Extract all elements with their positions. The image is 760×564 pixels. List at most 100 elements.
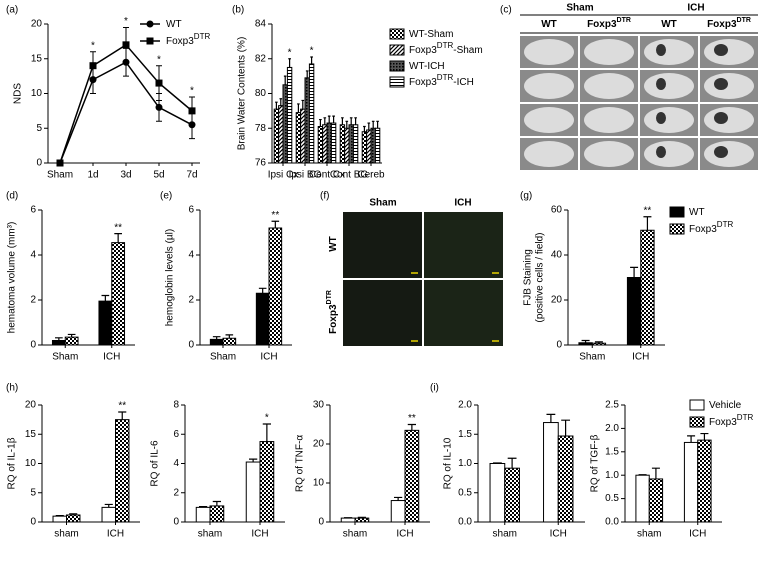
- y-tick-label: 2.0: [458, 400, 472, 411]
- y-axis-title: RQ of IL-1β: [7, 437, 18, 489]
- y-tick-label: 20: [31, 19, 43, 30]
- panel-label: (h): [6, 383, 18, 394]
- column-header-part: WT: [541, 19, 557, 30]
- bar: [339, 124, 346, 164]
- legend-label-part: DTR: [194, 32, 211, 41]
- column-header-part: Foxp3: [587, 19, 617, 30]
- error-bar: [305, 70, 309, 78]
- error-bar: [332, 115, 335, 124]
- panel-label: (d): [6, 191, 18, 202]
- legend-label-part: Foxp3: [409, 77, 437, 88]
- significance: **: [408, 413, 416, 424]
- bar: [245, 461, 261, 523]
- legend-label-part: DTR: [717, 220, 734, 229]
- brain-slice: [644, 107, 694, 133]
- significance: *: [124, 16, 128, 27]
- bar: [404, 429, 420, 523]
- bar: [52, 515, 68, 523]
- y-tick-label: 5: [30, 487, 36, 498]
- y-tick-label: 10: [25, 458, 37, 469]
- group-header: Sham: [566, 3, 593, 14]
- y-tick-label: 76: [255, 158, 267, 169]
- legend-label-part: WT-ICH: [409, 61, 445, 72]
- legend-label-part: Foxp3: [689, 224, 717, 235]
- x-tick-label: sham: [198, 529, 222, 540]
- significance: *: [91, 40, 95, 51]
- bar: [278, 105, 284, 164]
- row-header: Foxp3DTR: [326, 290, 338, 334]
- lesion: [656, 78, 666, 90]
- y-tick-label: 0: [318, 517, 324, 528]
- bar: [626, 277, 642, 346]
- legend-label: Vehicle: [709, 400, 742, 411]
- legend-label: WT-Sham: [409, 29, 453, 40]
- bar: [352, 124, 359, 164]
- significance: **: [644, 205, 652, 216]
- x-tick-label: Cont Cx: [309, 170, 345, 181]
- y-axis-title: hematoma volume (mm³): [7, 222, 18, 334]
- x-tick-label: 5d: [153, 170, 164, 181]
- error-bar: [561, 419, 571, 437]
- x-tick-label: sham: [54, 529, 78, 540]
- error-bar: [212, 500, 221, 506]
- column-header: Foxp3DTR: [587, 17, 631, 29]
- x-tick-label: ICH: [550, 529, 567, 540]
- brain-slice: [584, 107, 634, 133]
- error-bar: [118, 411, 127, 420]
- legend-marker: [146, 37, 154, 45]
- column-header: WT: [541, 19, 557, 30]
- bar: [273, 108, 280, 164]
- marker: [155, 103, 163, 111]
- y-tick-label: 20: [25, 400, 37, 411]
- significance: *: [265, 413, 269, 424]
- significance: *: [157, 54, 161, 65]
- legend-label-part: -Sham: [453, 45, 482, 56]
- error-bar: [630, 266, 639, 278]
- x-tick-label: 1d: [87, 170, 98, 181]
- legend-label-part: DTR: [437, 73, 454, 82]
- y-tick-label: 1.5: [458, 429, 472, 440]
- lesion: [714, 44, 728, 56]
- legend-label-part: Foxp3: [709, 417, 737, 428]
- legend-label: Foxp3DTR-ICH: [409, 73, 474, 88]
- lesion: [656, 146, 666, 158]
- bar: [557, 435, 574, 523]
- legend-label-part: WT: [689, 207, 705, 218]
- y-tick-label: 0: [173, 517, 179, 528]
- brain-slice: [584, 141, 634, 167]
- y-tick-label: 4: [30, 250, 36, 261]
- brain-slice: [704, 39, 754, 65]
- error-bar: [345, 120, 349, 129]
- legend-label-part: Foxp3: [409, 45, 437, 56]
- y-tick-label: 0: [30, 517, 36, 528]
- bar: [66, 514, 81, 523]
- legend-label-part: DTR: [737, 413, 754, 422]
- bar: [101, 506, 117, 523]
- bar: [308, 63, 315, 164]
- y-axis-title: RQ of IL-10: [443, 437, 454, 489]
- x-tick-label: Sham: [52, 352, 78, 363]
- legend-label-part: DTR: [437, 41, 454, 50]
- y-tick-label: 6: [173, 429, 179, 440]
- y-axis-title: Brain Water Contents (%): [237, 37, 248, 151]
- column-header-part: DTR: [737, 17, 751, 24]
- error-bar: [643, 216, 652, 231]
- x-tick-label: ICH: [689, 529, 706, 540]
- error-bar: [700, 432, 709, 441]
- y-tick-label: 6: [30, 205, 36, 216]
- x-tick-label: Ipsi Cx: [268, 170, 299, 181]
- y-tick-label: 2.5: [605, 400, 619, 411]
- bar: [317, 126, 324, 164]
- y-tick-label: 10: [31, 88, 43, 99]
- legend-label: Foxp3DTR-Sham: [409, 41, 483, 56]
- error-bar: [354, 117, 357, 125]
- y-tick-label: 80: [255, 88, 267, 99]
- error-bar: [367, 122, 371, 130]
- x-tick-label: Sham: [210, 352, 236, 363]
- lesion: [714, 78, 728, 90]
- bar: [504, 467, 520, 523]
- x-tick-label: Cont BG: [330, 170, 369, 181]
- bar: [300, 108, 306, 164]
- y-axis-title: NDS: [13, 83, 24, 104]
- y-tick-label: 2: [173, 487, 179, 498]
